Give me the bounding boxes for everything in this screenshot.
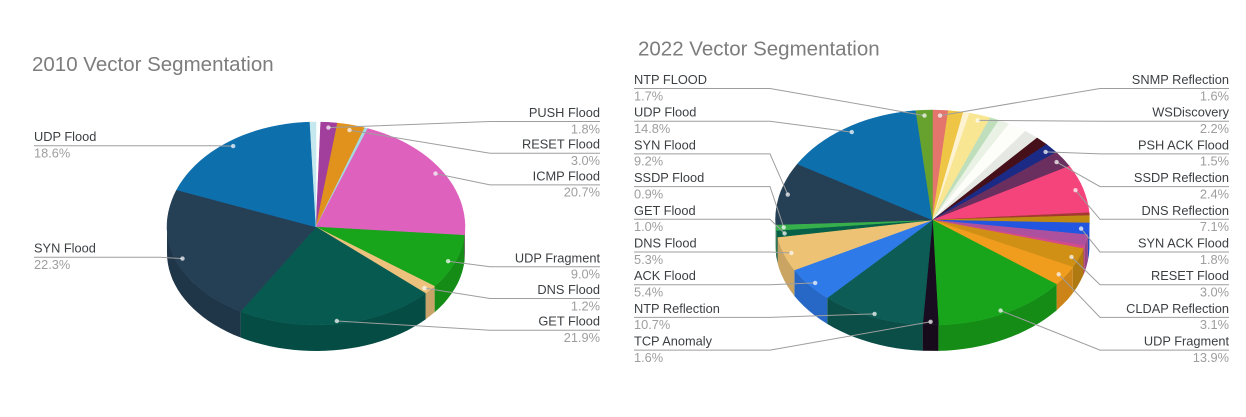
svg-text:UDP Flood: UDP Flood [634, 105, 696, 120]
svg-text:21.9%: 21.9% [564, 330, 600, 345]
svg-text:14.8%: 14.8% [634, 121, 670, 136]
svg-text:SSDP Reflection: SSDP Reflection [1134, 170, 1229, 185]
svg-text:GET Flood: GET Flood [634, 203, 696, 218]
svg-text:1.5%: 1.5% [1200, 154, 1229, 169]
svg-text:3.1%: 3.1% [1200, 317, 1229, 332]
svg-text:1.0%: 1.0% [634, 219, 663, 234]
svg-text:PSH ACK Flood: PSH ACK Flood [1138, 137, 1229, 152]
svg-text:CLDAP Reflection: CLDAP Reflection [1126, 301, 1229, 316]
svg-text:TCP Anomaly: TCP Anomaly [634, 334, 713, 349]
svg-text:22.3%: 22.3% [34, 257, 70, 272]
svg-text:2.2%: 2.2% [1200, 121, 1229, 136]
svg-text:ACK Flood: ACK Flood [634, 268, 696, 283]
svg-text:13.9%: 13.9% [1193, 350, 1229, 365]
svg-text:20.7%: 20.7% [564, 185, 600, 200]
svg-text:1.6%: 1.6% [634, 350, 663, 365]
svg-text:1.8%: 1.8% [1200, 252, 1229, 267]
svg-text:NTP FLOOD: NTP FLOOD [634, 72, 707, 87]
svg-text:7.1%: 7.1% [1200, 219, 1229, 234]
svg-text:SSDP Flood: SSDP Flood [634, 170, 704, 185]
svg-text:18.6%: 18.6% [34, 146, 70, 161]
svg-text:UDP Flood: UDP Flood [34, 129, 96, 144]
svg-text:DNS Flood: DNS Flood [634, 236, 697, 251]
svg-text:9.2%: 9.2% [634, 154, 663, 169]
svg-text:2.4%: 2.4% [1200, 186, 1229, 201]
svg-text:NTP Reflection: NTP Reflection [634, 301, 720, 316]
svg-text:WSDiscovery: WSDiscovery [1152, 105, 1229, 120]
svg-text:SYN Flood: SYN Flood [634, 137, 696, 152]
svg-text:1.2%: 1.2% [571, 298, 600, 313]
svg-text:3.0%: 3.0% [571, 153, 600, 168]
svg-text:2022 Vector Segmentation: 2022 Vector Segmentation [638, 38, 880, 61]
svg-text:RESET Flood: RESET Flood [1151, 268, 1229, 283]
svg-text:5.4%: 5.4% [634, 285, 663, 300]
svg-text:1.6%: 1.6% [1200, 88, 1229, 103]
svg-text:2010 Vector Segmentation: 2010 Vector Segmentation [32, 53, 274, 76]
svg-text:10.7%: 10.7% [634, 317, 670, 332]
svg-text:3.0%: 3.0% [1200, 285, 1229, 300]
svg-text:DNS Flood: DNS Flood [537, 282, 600, 297]
svg-text:UDP Fragment: UDP Fragment [1144, 334, 1230, 349]
svg-text:DNS Reflection: DNS Reflection [1142, 203, 1229, 218]
svg-text:UDP Fragment: UDP Fragment [515, 250, 601, 265]
svg-text:1.7%: 1.7% [634, 88, 663, 103]
svg-text:SYN ACK Flood: SYN ACK Flood [1138, 236, 1229, 251]
svg-text:9.0%: 9.0% [571, 267, 600, 282]
svg-text:ICMP Flood: ICMP Flood [533, 168, 600, 183]
svg-text:PUSH Flood: PUSH Flood [529, 105, 600, 120]
svg-text:GET Flood: GET Flood [538, 314, 600, 329]
svg-text:RESET Flood: RESET Flood [522, 137, 600, 152]
svg-text:5.3%: 5.3% [634, 252, 663, 267]
svg-text:SNMP Reflection: SNMP Reflection [1132, 72, 1229, 87]
svg-text:SYN Flood: SYN Flood [34, 241, 96, 256]
svg-text:1.8%: 1.8% [571, 121, 600, 136]
svg-text:0.9%: 0.9% [634, 186, 663, 201]
